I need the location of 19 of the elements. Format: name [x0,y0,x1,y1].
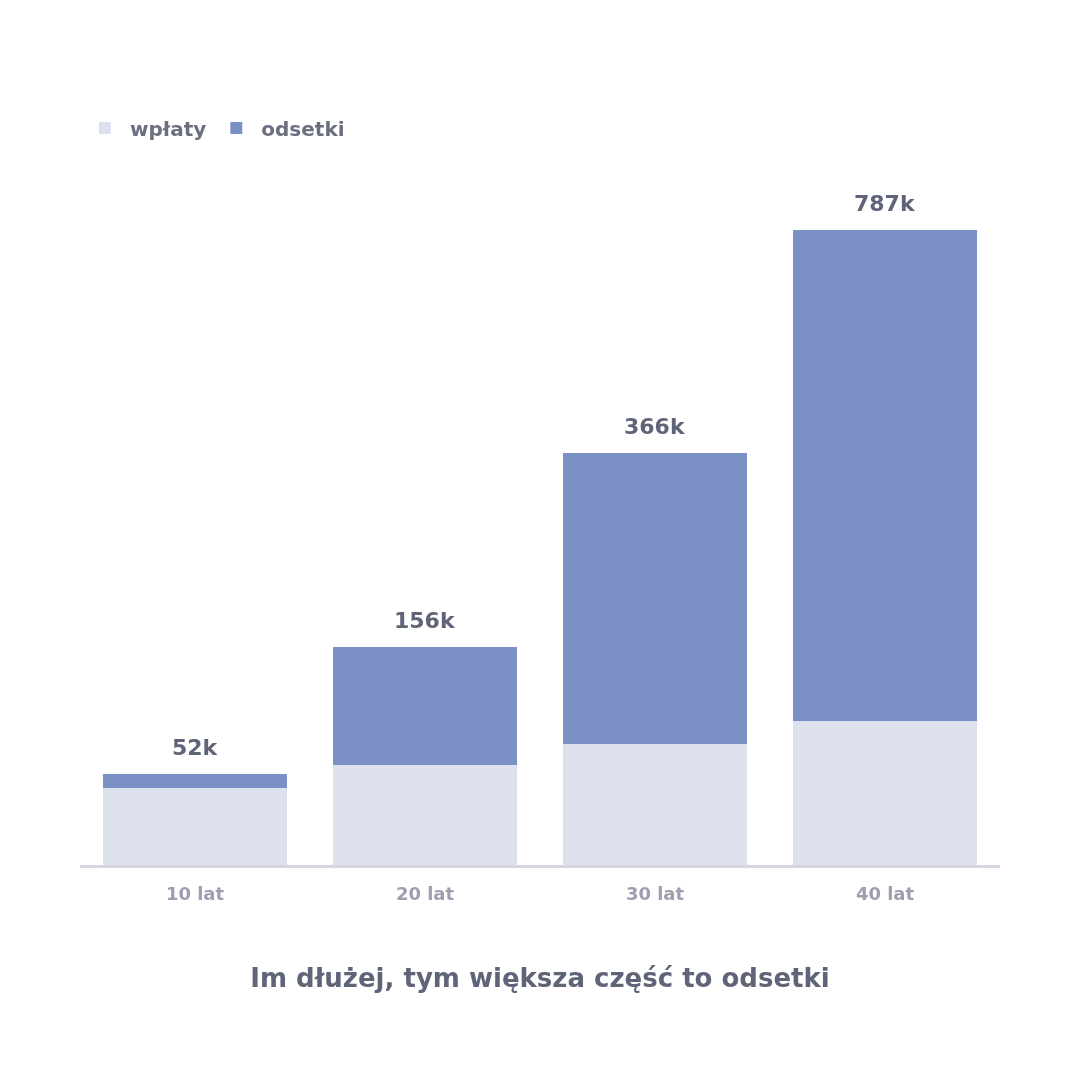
legend-label: odsetki [261,116,345,141]
bar [103,787,287,865]
bar [103,774,287,788]
annotation: 156k [394,608,456,633]
x-tick-label: 20 lat [395,882,455,904]
annotation: 787k [854,191,916,216]
bar [793,230,977,722]
legend-label: wpłaty [130,116,207,141]
bar [793,721,977,865]
text: Im dłużej, tym większa część to odsetki [250,962,830,993]
annotation: 366k [624,414,686,439]
bar [563,743,747,865]
bar [333,764,517,865]
annotation: 52k [172,735,219,760]
bar [333,646,517,765]
x-tick-label: 10 lat [165,882,225,904]
bar [563,452,747,744]
x-tick-label: 40 lat [855,882,915,904]
x-tick-label: 30 lat [625,882,685,904]
